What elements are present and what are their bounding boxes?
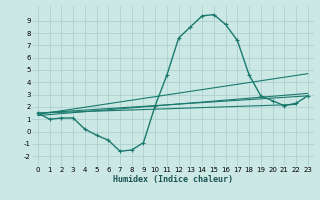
X-axis label: Humidex (Indice chaleur): Humidex (Indice chaleur) — [113, 175, 233, 184]
